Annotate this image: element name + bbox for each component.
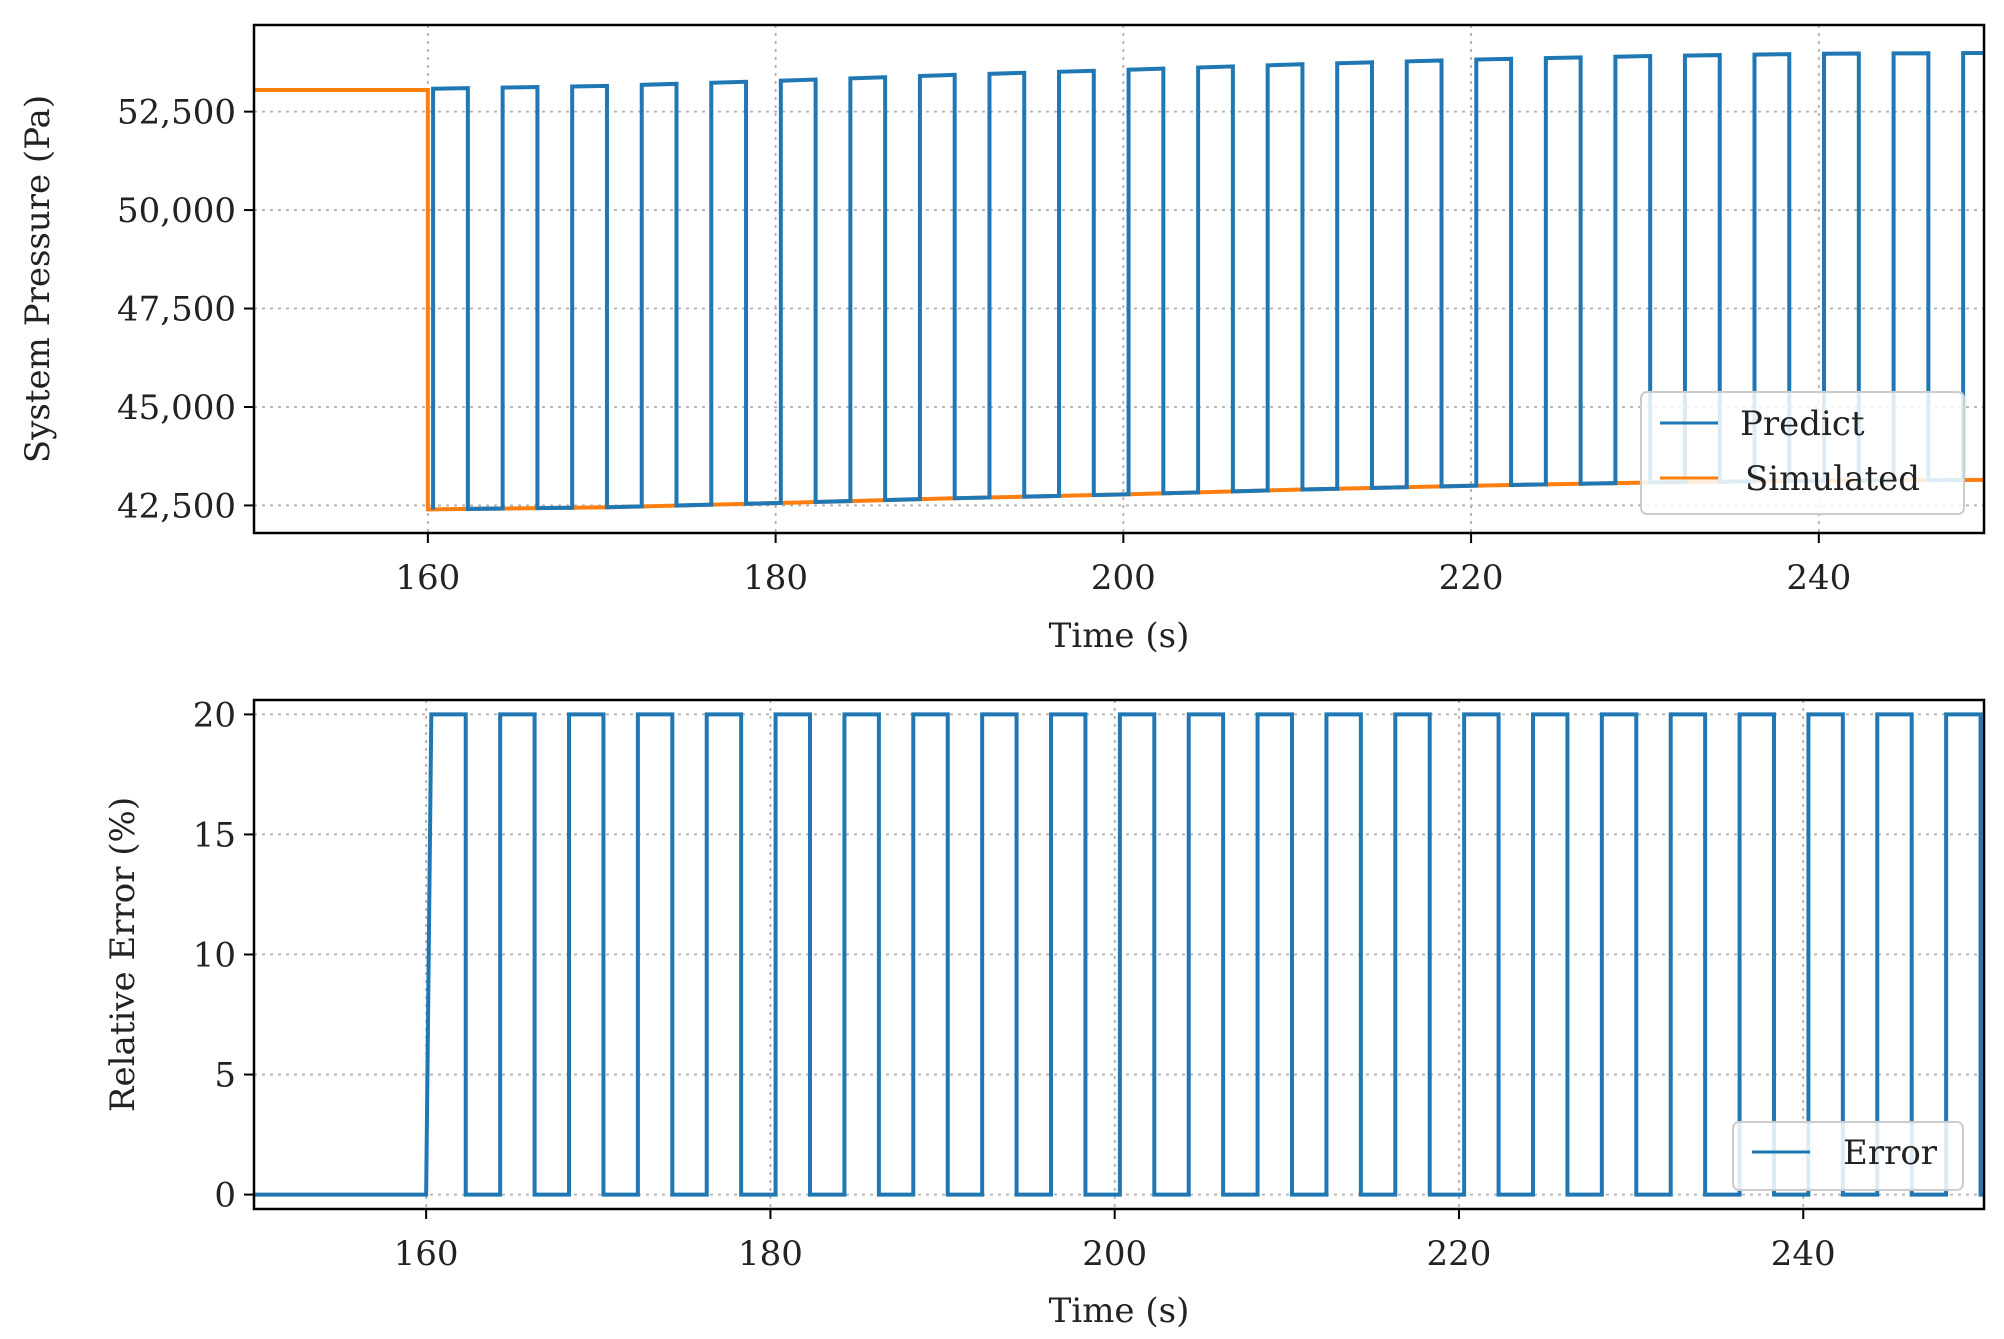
pressure-legend-box: [1640, 391, 1965, 515]
error-y-tick-label: 20: [193, 695, 236, 735]
pressure-y-tick-label: 47,500: [117, 290, 236, 330]
pressure-x-tick-label: 220: [1439, 558, 1504, 598]
error-legend-box: [1732, 1121, 1964, 1191]
error-y-axis-label: Relative Error (%): [103, 797, 143, 1112]
error-y-tick-label: 5: [214, 1056, 236, 1096]
error-x-tick-label: 180: [738, 1234, 803, 1274]
error-y-ticks: 0 5 10 15 20: [193, 695, 254, 1216]
legend-predict-label: Predict: [1740, 404, 1865, 444]
error-y-tick-label: 15: [193, 815, 236, 855]
pressure-y-ticks: 42,500 45,000 47,500 50,000 52,500: [117, 93, 254, 526]
legend-error-label: Error: [1843, 1133, 1938, 1173]
error-y-tick-label: 10: [193, 936, 236, 976]
error-legend: Error: [1732, 1121, 1964, 1191]
error-chart: 160 180 200 220 240 0 5 10 15 20 Time (s) Relati…: [103, 695, 1986, 1331]
error-x-axis-label: Time (s): [1049, 1291, 1190, 1331]
error-x-tick-label: 200: [1082, 1234, 1147, 1274]
pressure-y-tick-label: 52,500: [117, 93, 236, 133]
pressure-legend: Predict Simulated: [1640, 391, 1965, 515]
error-x-tick-label: 160: [394, 1234, 459, 1274]
legend-simulated-label: Simulated: [1745, 459, 1920, 499]
pressure-x-tick-label: 200: [1091, 558, 1156, 598]
pressure-x-ticks: 160 180 200 220 240: [395, 533, 1851, 598]
pressure-x-tick-label: 160: [395, 558, 460, 598]
pressure-axes-frame: [252, 23, 1986, 535]
error-x-tick-label: 220: [1427, 1234, 1492, 1274]
pressure-y-axis-label: System Pressure (Pa): [18, 95, 58, 463]
pressure-y-tick-label: 45,000: [117, 388, 236, 428]
error-x-ticks: 160 180 200 220 240: [394, 1209, 1836, 1274]
error-y-tick-label: 0: [214, 1176, 236, 1216]
pressure-x-tick-label: 180: [743, 558, 808, 598]
pressure-x-axis-label: Time (s): [1049, 616, 1190, 656]
pressure-chart: 160 180 200 220 240 42,500 45,000 47,500 50,000…: [18, 23, 1986, 656]
series-error-line: [254, 712, 1984, 1197]
pressure-x-tick-label: 240: [1786, 558, 1851, 598]
error-x-tick-label: 240: [1771, 1234, 1836, 1274]
error-series: [254, 712, 1984, 1197]
pressure-y-tick-label: 42,500: [117, 486, 236, 526]
pressure-y-tick-label: 50,000: [117, 191, 236, 231]
